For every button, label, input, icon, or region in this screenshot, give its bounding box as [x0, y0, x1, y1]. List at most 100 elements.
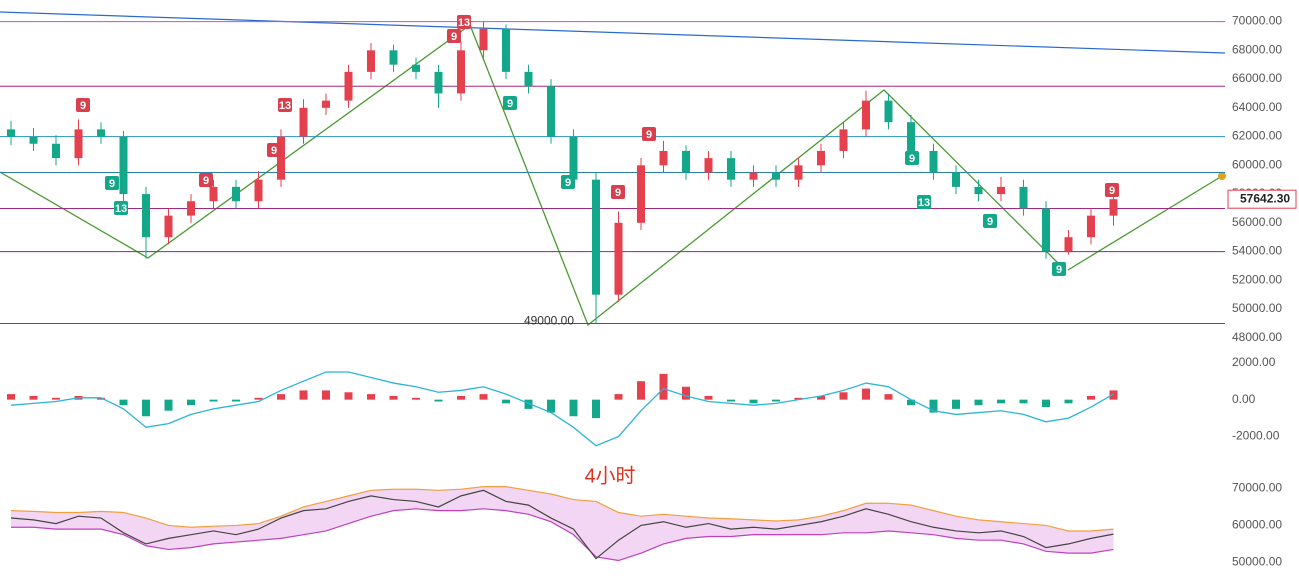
- candle-body: [524, 71, 533, 87]
- macd-bar: [142, 399, 150, 417]
- candle-body: [254, 179, 263, 202]
- candle-body: [1019, 186, 1028, 209]
- candle-body: [884, 100, 893, 123]
- candle-body: [547, 86, 555, 137]
- y-tick-label: 56000.00: [1232, 215, 1282, 229]
- candle-body: [614, 222, 623, 295]
- macd-bar: [794, 397, 803, 400]
- macd-bar: [524, 399, 533, 409]
- macd-bar: [277, 394, 285, 400]
- candle-body: [772, 172, 780, 180]
- y-tick-label: 60000.00: [1232, 518, 1282, 532]
- y-tick-label: 70000.00: [1232, 14, 1282, 28]
- macd-bar: [164, 399, 173, 411]
- td-label: 9: [987, 216, 993, 228]
- trend-line: [0, 11, 1226, 54]
- candle-body: [232, 186, 240, 202]
- candle-body: [704, 158, 713, 173]
- macd-bar: [1042, 399, 1050, 408]
- macd-bar: [884, 394, 893, 400]
- candle-body: [164, 215, 173, 238]
- candle-body: [817, 150, 825, 166]
- macd-bar: [907, 399, 915, 406]
- macd-bar: [1087, 395, 1095, 400]
- candle-body: [7, 129, 15, 137]
- macd-bar: [299, 390, 308, 400]
- td-marker: [457, 15, 471, 29]
- td-label: 9: [109, 178, 115, 190]
- candle-body: [569, 136, 578, 180]
- td-marker: [199, 173, 213, 187]
- macd-bar: [592, 399, 600, 419]
- y-tick-label: 0.00: [1232, 392, 1256, 406]
- td-label: 13: [918, 197, 930, 209]
- y-tick-label: 48000.00: [1232, 330, 1282, 344]
- macd-bar: [682, 386, 690, 400]
- y-tick-label: 62000.00: [1232, 129, 1282, 143]
- macd-bar: [952, 399, 960, 409]
- y-tick-label: 54000.00: [1232, 244, 1282, 258]
- candle-body: [457, 50, 465, 94]
- candle-body: [389, 50, 398, 65]
- td-marker: [278, 98, 292, 112]
- td-marker: [114, 201, 128, 215]
- macd-bar: [569, 399, 578, 417]
- td-label: 13: [279, 100, 291, 112]
- macd-bar: [7, 394, 15, 400]
- candle-body: [367, 50, 375, 72]
- macd-bar: [839, 392, 848, 400]
- candle-body: [187, 201, 195, 216]
- y-tick-label: 64000.00: [1232, 100, 1282, 114]
- candle-body: [299, 107, 308, 137]
- candle-body: [1087, 215, 1095, 238]
- candle-body: [277, 136, 285, 180]
- macd-bar: [727, 399, 735, 402]
- candle-body: [907, 122, 915, 151]
- td-label: 9: [565, 177, 571, 189]
- macd-bar: [52, 397, 60, 400]
- zigzag: [0, 23, 1061, 327]
- macd-bar: [434, 399, 443, 402]
- macd-bar: [929, 399, 938, 413]
- period-label: 4小时: [584, 464, 635, 487]
- td-label: 9: [451, 31, 457, 43]
- candle-body: [974, 186, 983, 195]
- macd-bar: [367, 394, 375, 400]
- macd-bar: [749, 399, 758, 404]
- candle-body: [502, 28, 510, 72]
- candle-body: [1064, 237, 1073, 252]
- macd-bar: [1019, 399, 1028, 404]
- macd-bar: [457, 395, 465, 400]
- y-tick-label: 52000.00: [1232, 272, 1282, 286]
- candle-body: [29, 136, 38, 144]
- macd-bar: [187, 399, 195, 406]
- td-label: 9: [203, 175, 209, 187]
- macd-line: [10, 371, 1114, 447]
- td-marker: [1105, 183, 1119, 197]
- candle-body: [682, 150, 690, 173]
- candle-body: [749, 172, 758, 180]
- macd-bar: [772, 399, 780, 402]
- td-marker: [503, 96, 517, 110]
- macd-bar: [412, 397, 420, 400]
- macd-bar: [1109, 390, 1118, 400]
- trend-end: [1218, 172, 1226, 180]
- macd-bar: [1064, 399, 1073, 404]
- td-marker: [905, 151, 919, 165]
- macd-bar: [209, 399, 218, 402]
- y-tick-label: 68000.00: [1232, 42, 1282, 56]
- td-marker: [447, 29, 461, 43]
- macd-bar: [97, 397, 105, 400]
- macd-bar: [29, 395, 38, 400]
- candle-body: [952, 172, 960, 187]
- candle-body: [637, 165, 645, 223]
- macd-bar: [502, 399, 510, 404]
- y-tick-label: 66000.00: [1232, 71, 1282, 85]
- y-tick-label: -2000.00: [1232, 429, 1280, 443]
- td-label: 9: [909, 153, 915, 165]
- macd-bar: [479, 394, 488, 400]
- macd-bar: [254, 397, 263, 400]
- macd-bar: [547, 399, 555, 413]
